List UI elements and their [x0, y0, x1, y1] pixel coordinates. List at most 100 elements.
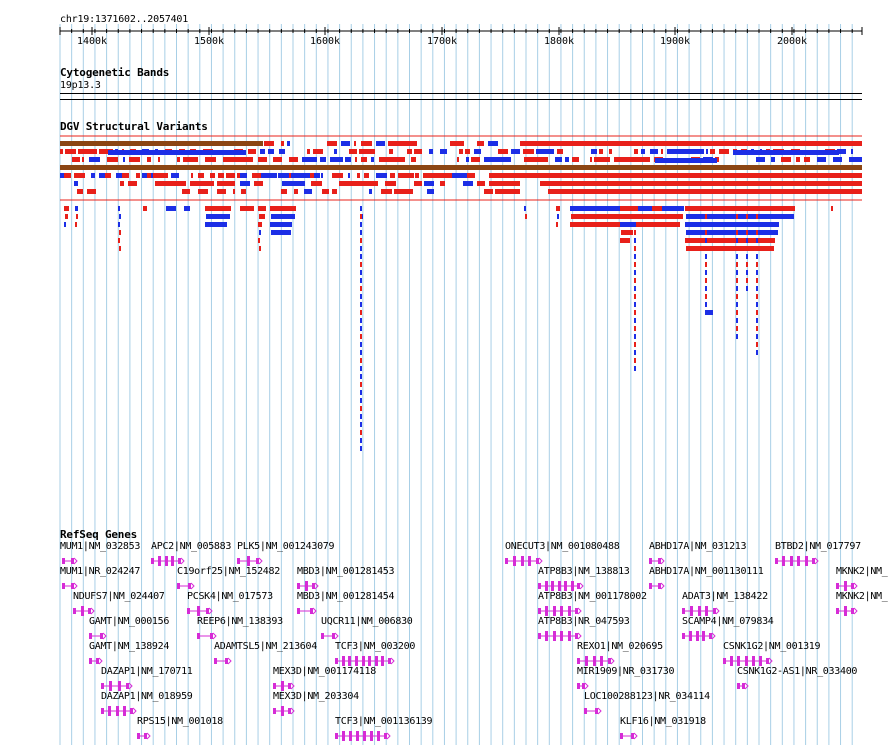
structural-variant[interactable]	[99, 173, 105, 178]
structural-variant[interactable]	[756, 302, 758, 307]
structural-variant[interactable]	[524, 157, 548, 162]
structural-variant[interactable]	[376, 141, 385, 146]
structural-variant[interactable]	[398, 173, 408, 178]
structural-variant[interactable]	[594, 157, 610, 162]
structural-variant[interactable]	[520, 141, 862, 146]
structural-variant[interactable]	[650, 149, 658, 154]
structural-variant[interactable]	[556, 222, 558, 227]
gene-model[interactable]	[151, 555, 185, 567]
structural-variant[interactable]	[555, 157, 562, 162]
structural-variant[interactable]	[278, 173, 289, 178]
gene-model[interactable]	[335, 730, 391, 742]
gene-label[interactable]: PCSK4|NM_017573	[187, 591, 273, 602]
structural-variant[interactable]	[327, 141, 337, 146]
structural-variant[interactable]	[108, 150, 246, 155]
structural-variant[interactable]	[87, 189, 96, 194]
structural-variant[interactable]	[76, 214, 78, 219]
structural-variant[interactable]	[736, 310, 738, 315]
structural-variant[interactable]	[360, 358, 362, 363]
gene-model[interactable]	[649, 580, 665, 592]
structural-variant[interactable]	[634, 246, 636, 251]
structural-variant[interactable]	[364, 173, 369, 178]
structural-variant[interactable]	[67, 173, 71, 178]
gene-label[interactable]: PLK5|NM_001243079	[237, 541, 335, 552]
structural-variant[interactable]	[705, 302, 707, 307]
structural-variant[interactable]	[360, 206, 362, 211]
structural-variant[interactable]	[634, 310, 636, 315]
structural-variant[interactable]	[736, 246, 738, 251]
structural-variant[interactable]	[634, 238, 636, 243]
structural-variant[interactable]	[91, 173, 95, 178]
structural-variant[interactable]	[641, 149, 645, 154]
structural-variant[interactable]	[634, 254, 636, 259]
structural-variant[interactable]	[304, 189, 312, 194]
structural-variant[interactable]	[620, 222, 634, 227]
structural-variant[interactable]	[756, 294, 758, 299]
structural-variant[interactable]	[258, 238, 260, 243]
structural-variant[interactable]	[143, 206, 147, 211]
structural-variant[interactable]	[252, 173, 277, 178]
structural-variant[interactable]	[548, 189, 688, 194]
gene-label[interactable]: MEX3D|NM_001174118	[273, 666, 376, 677]
structural-variant[interactable]	[388, 141, 417, 146]
structural-variant[interactable]	[621, 230, 633, 235]
structural-variant[interactable]	[489, 181, 520, 186]
gene-model[interactable]	[62, 580, 78, 592]
structural-variant[interactable]	[756, 222, 758, 227]
structural-variant[interactable]	[282, 181, 305, 186]
structural-variant[interactable]	[72, 157, 80, 162]
structural-variant[interactable]	[452, 173, 467, 178]
gene-model[interactable]	[649, 555, 665, 567]
gene-label[interactable]: CSNK1G2-AS1|NR_033400	[737, 666, 858, 677]
structural-variant[interactable]	[210, 173, 215, 178]
structural-variant[interactable]	[360, 398, 362, 403]
gene-model[interactable]	[297, 580, 319, 592]
structural-variant[interactable]	[205, 206, 231, 211]
structural-variant[interactable]	[371, 157, 374, 162]
structural-variant[interactable]	[119, 246, 121, 251]
gene-label[interactable]: ADAMTSL5|NM_213604	[214, 641, 317, 652]
structural-variant[interactable]	[60, 173, 69, 178]
gene-model[interactable]	[101, 705, 137, 717]
gene-model[interactable]	[620, 730, 638, 742]
structural-variant[interactable]	[520, 173, 862, 178]
gene-label[interactable]: TCF3|NM_001136139	[335, 716, 433, 727]
structural-variant[interactable]	[439, 173, 445, 178]
gene-label[interactable]: ABHD17A|NM_001130111	[649, 566, 764, 577]
structural-variant[interactable]	[345, 157, 351, 162]
structural-variant[interactable]	[719, 149, 729, 154]
structural-variant[interactable]	[804, 157, 810, 162]
structural-variant[interactable]	[756, 278, 758, 283]
structural-variant[interactable]	[271, 230, 291, 235]
structural-variant[interactable]	[736, 334, 738, 339]
structural-variant[interactable]	[431, 173, 439, 178]
structural-variant[interactable]	[354, 141, 356, 146]
gene-label[interactable]: SCAMP4|NM_079834	[682, 616, 774, 627]
structural-variant[interactable]	[756, 238, 758, 243]
gene-label[interactable]: MUM1|NR_024247	[60, 566, 141, 577]
structural-variant[interactable]	[746, 214, 748, 219]
structural-variant[interactable]	[360, 302, 362, 307]
structural-variant[interactable]	[736, 214, 738, 219]
gene-label[interactable]: MBD3|NM_001281454	[297, 591, 395, 602]
structural-variant[interactable]	[685, 206, 783, 211]
structural-variant[interactable]	[523, 149, 534, 154]
structural-variant[interactable]	[177, 157, 180, 162]
dgv-variants-track[interactable]	[0, 134, 890, 524]
gene-label[interactable]: CSNK1G2|NM_001319	[723, 641, 821, 652]
structural-variant[interactable]	[64, 206, 69, 211]
structural-variant[interactable]	[634, 278, 636, 283]
structural-variant[interactable]	[320, 157, 326, 162]
structural-variant[interactable]	[686, 230, 778, 235]
structural-variant[interactable]	[511, 149, 520, 154]
structural-variant[interactable]	[415, 173, 419, 178]
gene-model[interactable]	[577, 655, 615, 667]
structural-variant[interactable]	[736, 278, 738, 283]
structural-variant[interactable]	[158, 157, 160, 162]
gene-model[interactable]	[137, 730, 151, 742]
gene-label[interactable]: REXO1|NM_020695	[577, 641, 663, 652]
structural-variant[interactable]	[314, 173, 320, 178]
structural-variant[interactable]	[686, 246, 774, 251]
structural-variant[interactable]	[258, 206, 266, 211]
structural-variant[interactable]	[78, 149, 97, 154]
